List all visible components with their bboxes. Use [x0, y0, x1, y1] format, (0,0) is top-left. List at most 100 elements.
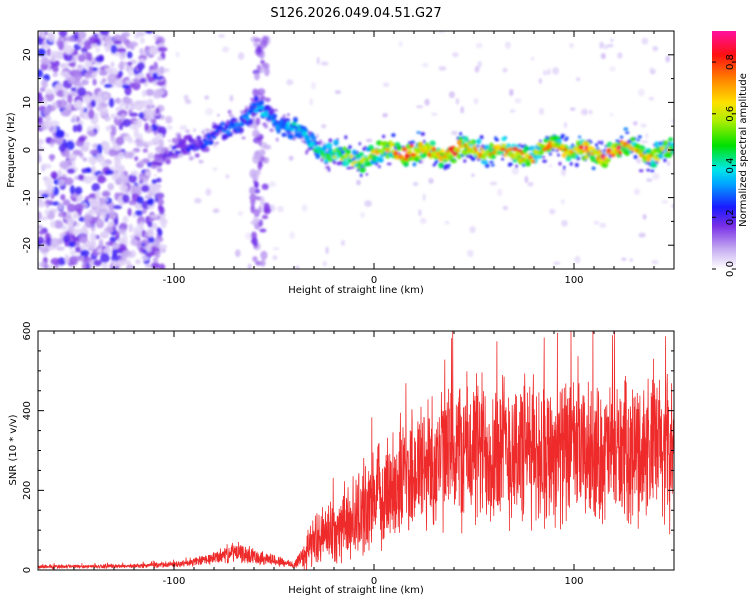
spectrogram-cell	[340, 239, 345, 246]
spectrogram-cell	[138, 133, 143, 141]
spectrogram-ridge-cell	[665, 151, 671, 156]
spectrogram-ridge-cell	[281, 132, 288, 137]
spectrogram-cell	[147, 98, 153, 104]
spectrogram-ridge-cell	[348, 145, 352, 150]
spectrogram-cell	[77, 31, 87, 40]
spectrogram-cell	[589, 109, 593, 115]
spectrogram-cell	[260, 250, 268, 260]
spectrogram-cell	[460, 106, 465, 114]
spectrogram-ridge-cell	[176, 150, 182, 155]
spectrogram-cell	[51, 201, 60, 206]
spectrogram-cell	[138, 172, 145, 182]
spectrogram-ridge-cell	[563, 165, 566, 170]
spectrogram-cell	[134, 156, 139, 162]
spectrogram-cell	[252, 88, 258, 97]
spectrogram-ridge-cell	[215, 141, 219, 145]
spectrogram-cell	[665, 55, 670, 63]
spectrogram-ridge-cell	[358, 151, 364, 157]
spectrogram-cell	[66, 168, 76, 174]
spectrogram-ridge-cell	[346, 149, 351, 155]
spectrogram-ridge-cell	[501, 157, 504, 161]
spectrogram-cell	[670, 119, 674, 123]
spectrogram-ridge-cell	[209, 140, 214, 146]
spectrogram-cell	[129, 234, 136, 239]
spectrogram-ridge-cell	[359, 167, 366, 173]
spectrogram-cell	[205, 188, 212, 196]
spectrogram-cell	[574, 255, 581, 264]
spectrogram-ridge-cell	[503, 153, 508, 158]
spectrogram-ridge-cell	[576, 150, 580, 155]
spectrogram-ridge-cell	[604, 156, 609, 161]
colorbar: 0.0 0.2 0.4 0.6 0.8 Normalized spectral ampl…	[712, 31, 749, 277]
spectrogram-ridge-cell	[514, 152, 519, 158]
spectrogram-cell	[110, 61, 115, 68]
spectrogram-cell	[105, 67, 113, 74]
spectrogram-ridge-cell	[630, 137, 636, 142]
spectrogram-cell	[179, 125, 188, 131]
spectrogram-cell	[136, 229, 142, 238]
spectrogram-ridge-cell	[187, 146, 191, 152]
spectrogram-cell	[237, 52, 245, 60]
spectrogram-ridge-cell	[663, 158, 667, 163]
spectrogram-ridge-cell	[305, 134, 311, 139]
spectrogram-cell	[122, 194, 130, 204]
spectrogram-cell	[104, 35, 113, 46]
spectrogram-cell	[60, 63, 66, 69]
spectrogram-cell	[147, 229, 154, 238]
spectrogram-cell	[609, 66, 616, 72]
spectrogram-ridge-cell	[203, 141, 209, 147]
spectrogram-ridge-cell	[578, 144, 584, 150]
spectrogram-cell	[152, 72, 158, 79]
spectrogram-ridge-cell	[505, 143, 511, 150]
spectrogram-ridge-cell	[416, 131, 421, 134]
spectrogram-ridge-cell	[456, 153, 462, 160]
spectrogram-ridge-cell	[452, 151, 458, 157]
spectrogram-cell	[58, 31, 68, 38]
spectrogram-cell	[156, 80, 166, 86]
spectrogram-cell	[139, 221, 144, 230]
spectrogram-cell	[138, 112, 145, 120]
spectrogram-cell	[46, 184, 55, 193]
spectrogram-cell	[137, 118, 143, 128]
spectrogram-cell	[130, 238, 138, 246]
spectrogram-cell	[261, 214, 269, 220]
spectrogram-ridge-cell	[595, 143, 598, 148]
spectrogram-cell	[40, 216, 49, 221]
spectrogram-ridge-cell	[623, 127, 629, 131]
spectrogram-cell	[104, 227, 113, 233]
spectrogram-cell	[666, 160, 671, 167]
spectrogram-ridge-cell	[411, 140, 415, 144]
spectrogram-cell	[38, 95, 44, 103]
spectrogram-ridge-cell	[541, 155, 546, 159]
spectrogram-cell	[38, 236, 45, 245]
spectrogram-cell	[130, 43, 135, 51]
spectrogram-ridge-cell	[264, 104, 271, 112]
spectrogram-ridge-cell	[336, 149, 341, 153]
spectrogram-cell	[83, 175, 93, 184]
spectrogram-cell	[321, 124, 327, 129]
spectrogram-cell	[110, 113, 117, 119]
spectrogram-ridge-cell	[301, 139, 304, 143]
spectrogram-cell	[451, 130, 458, 136]
spectrogram-cell	[83, 94, 92, 104]
spectrogram-cell	[50, 237, 60, 248]
spectrogram-ridge-cell	[179, 143, 185, 147]
spectrogram-cell	[123, 177, 128, 185]
spectrogram-cell	[633, 188, 641, 196]
spectrogram-ridge-cell	[240, 123, 244, 127]
spectrogram-ridge-cell	[171, 137, 179, 144]
spectrogram-ridge-cell	[522, 158, 528, 163]
spectrogram-ridge-cell	[359, 173, 363, 178]
spectrogram-cell	[212, 208, 220, 214]
colorbar-tick-label: 0.6	[725, 106, 736, 122]
spectrogram-cell	[67, 217, 75, 227]
spectrogram-ridge-cell	[656, 158, 660, 162]
spectrogram-cell	[511, 167, 519, 175]
spectrogram-cell	[563, 122, 568, 129]
spectrogram-cell	[75, 100, 83, 109]
spectrogram-ridge-cell	[584, 153, 589, 160]
spectrogram-ridge-cell	[294, 128, 300, 133]
spectrogram-cell	[89, 240, 97, 250]
spectrogram-ridge-cell	[516, 149, 523, 153]
spectrogram-cell	[509, 88, 514, 97]
